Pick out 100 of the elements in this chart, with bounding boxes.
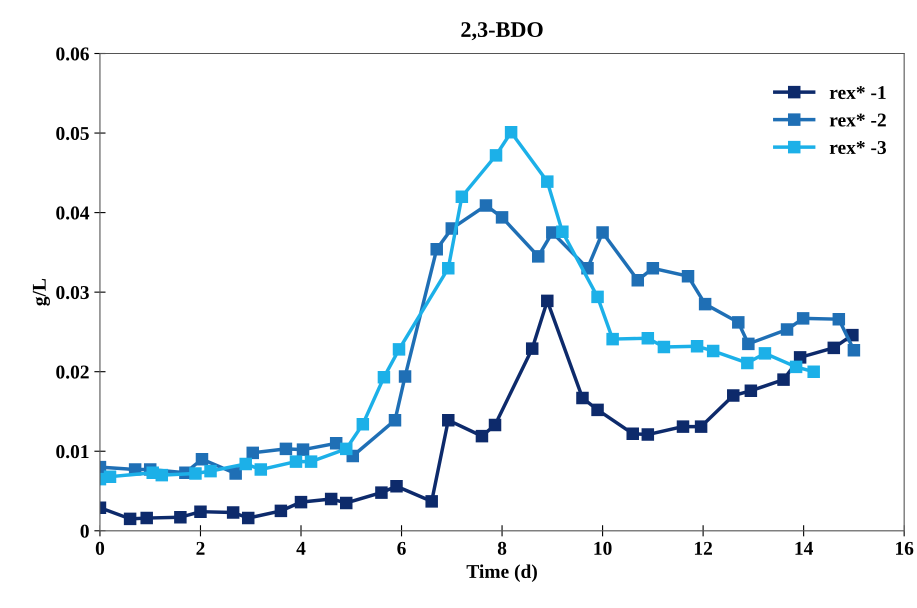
- point: [398, 370, 412, 383]
- x-axis-title: Time (d): [466, 564, 537, 582]
- legend-label: rex* -3: [830, 141, 886, 154]
- point: [541, 175, 554, 188]
- point: [280, 442, 292, 456]
- y-tick-label: 0.03: [56, 286, 89, 300]
- point: [848, 344, 860, 356]
- point: [378, 371, 390, 384]
- point: [727, 389, 740, 402]
- point: [375, 486, 388, 499]
- point: [104, 470, 116, 483]
- point: [744, 384, 758, 398]
- x-tick-label: 10: [594, 542, 612, 555]
- point: [758, 347, 772, 360]
- point: [591, 290, 604, 304]
- point: [796, 312, 810, 325]
- point: [388, 414, 402, 426]
- point: [541, 294, 554, 308]
- y-tick-label: 0.02: [56, 366, 89, 379]
- point: [698, 298, 712, 310]
- point: [706, 344, 720, 358]
- point: [807, 365, 820, 378]
- point: [556, 225, 569, 238]
- point: [490, 149, 502, 162]
- point: [296, 443, 310, 456]
- point: [642, 428, 654, 441]
- point: [690, 340, 704, 352]
- point: [642, 332, 654, 345]
- point: [694, 420, 708, 433]
- point: [392, 343, 406, 356]
- point: [828, 342, 840, 354]
- legend-label: rex* -2: [830, 114, 886, 127]
- point: [790, 360, 802, 374]
- point: [124, 512, 136, 526]
- x-tick-label: 16: [896, 542, 914, 555]
- point: [229, 467, 242, 480]
- y-tick-label: 0.04: [56, 206, 90, 220]
- y-tick-label: 0.06: [56, 47, 89, 61]
- chart-title: 2,3-BDO: [461, 22, 543, 40]
- point: [189, 467, 202, 480]
- x-tick-label: 14: [795, 542, 813, 555]
- y-axis-title: g/L: [32, 278, 50, 306]
- point: [777, 373, 790, 386]
- point: [242, 512, 254, 524]
- y-tick-label: 0.05: [56, 126, 89, 140]
- x-tick-label: 2: [196, 542, 205, 555]
- point: [480, 199, 492, 212]
- point: [194, 505, 207, 518]
- point: [676, 420, 690, 433]
- point: [226, 506, 240, 519]
- point: [246, 446, 260, 460]
- point: [526, 342, 538, 355]
- point: [430, 242, 443, 256]
- x-tick-label: 8: [498, 542, 506, 555]
- point: [324, 492, 338, 506]
- point: [832, 312, 846, 326]
- point: [156, 468, 168, 482]
- point: [596, 226, 609, 239]
- point: [780, 323, 794, 336]
- point: [591, 404, 604, 416]
- y-tick-label: 0: [80, 524, 89, 538]
- point: [476, 430, 488, 442]
- point: [356, 418, 370, 430]
- point: [425, 495, 438, 508]
- x-tick-label: 12: [694, 542, 712, 555]
- point: [576, 392, 589, 404]
- point: [204, 464, 217, 478]
- x-tick-label: 6: [397, 542, 406, 555]
- x-tick-label: 0: [96, 542, 104, 555]
- point: [290, 455, 302, 468]
- point: [254, 463, 268, 476]
- point: [442, 262, 455, 275]
- point: [658, 340, 670, 354]
- point: [330, 437, 342, 450]
- point: [632, 274, 644, 286]
- point: [682, 270, 694, 282]
- x-tick-label: 4: [296, 542, 306, 555]
- point: [456, 190, 468, 203]
- point: [532, 250, 544, 263]
- point: [626, 427, 639, 440]
- point: [174, 511, 187, 524]
- y-tick-label: 0.01: [56, 445, 89, 458]
- point: [294, 496, 308, 508]
- point: [140, 512, 153, 524]
- point: [646, 262, 660, 275]
- point: [442, 414, 455, 426]
- point: [488, 418, 502, 432]
- point: [606, 332, 619, 346]
- point: [504, 126, 518, 139]
- point: [274, 504, 288, 518]
- point: [732, 316, 745, 329]
- point: [340, 496, 352, 510]
- point: [390, 480, 403, 492]
- point: [239, 458, 252, 470]
- point: [196, 452, 208, 466]
- point: [304, 455, 318, 468]
- point: [340, 442, 352, 456]
- point: [496, 211, 508, 224]
- legend-label: rex* -1: [830, 86, 886, 100]
- point: [742, 338, 755, 350]
